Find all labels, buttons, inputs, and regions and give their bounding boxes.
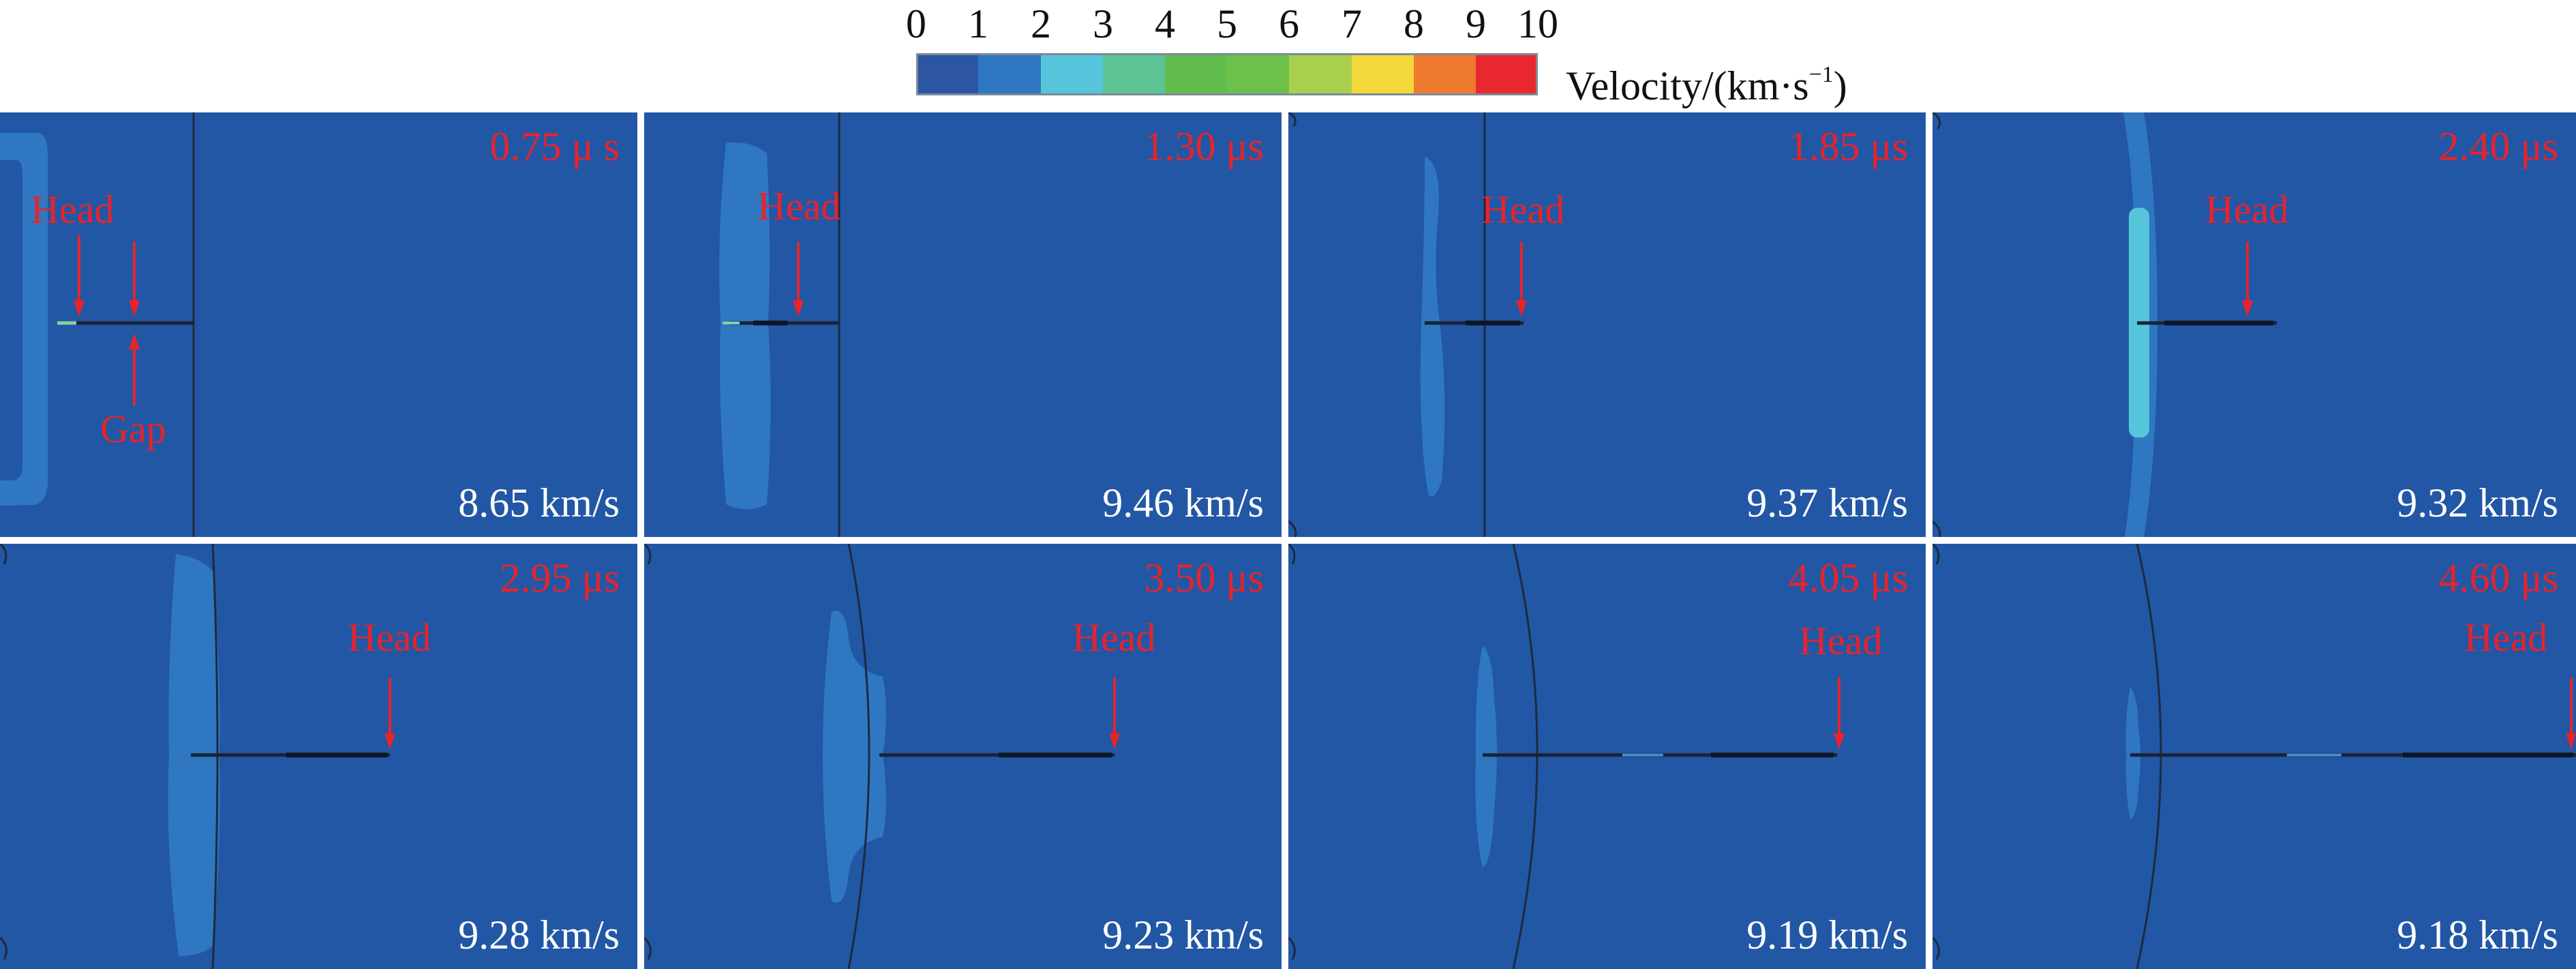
panel-2-time: 1.30 μs	[1144, 124, 1264, 169]
panel-0-75us: 0.75 μ s 8.65 km/s Head Gap	[0, 112, 637, 537]
panel-7-field	[1288, 544, 1837, 969]
panel-4-05us: 4.05 μs 9.19 km/s Head	[1288, 544, 1926, 969]
legend-swatch-2	[1041, 53, 1104, 95]
panel-4-time: 2.40 μs	[2438, 124, 2558, 169]
panel-2-field	[719, 112, 840, 537]
velocity-legend: 0 1 2 3 4 5 6 7 8 9 10 Velocity/(km·s−1)	[0, 0, 2576, 109]
panel-5-field	[0, 544, 390, 969]
legend-swatch-0	[916, 53, 979, 95]
panel-7-time: 4.05 μs	[1788, 555, 1908, 600]
panel-8-velocity: 9.18 km/s	[2397, 912, 2558, 957]
legend-frame	[916, 53, 1538, 95]
legend-swatch-8	[1414, 53, 1476, 95]
legend-swatch-4	[1165, 53, 1228, 95]
legend-swatch-3	[1103, 53, 1166, 95]
panel-1-30us: 1.30 μs 9.46 km/s Head	[644, 112, 1282, 537]
panel-2-40us: 2.40 μs 9.32 km/s Head	[1933, 112, 2576, 537]
panel-1-85us: 1.85 μs 9.37 km/s Head	[1288, 112, 1926, 537]
panel-1-gap-label: Gap	[100, 407, 166, 451]
panel-5-velocity: 9.28 km/s	[458, 912, 620, 957]
legend-swatch-1	[978, 53, 1041, 95]
legend-tick-3: 3	[1093, 1, 1113, 46]
legend-swatch-7	[1352, 53, 1414, 95]
panel-8-head-label: Head	[2464, 615, 2548, 660]
legend-tick-5: 5	[1217, 1, 1237, 46]
panel-4-velocity: 9.32 km/s	[2397, 480, 2558, 525]
panel-6-field	[644, 544, 1115, 969]
legend-title-close: )	[1833, 63, 1847, 108]
panel-6-velocity: 9.23 km/s	[1102, 912, 1264, 957]
legend-title-exponent: −1	[1808, 62, 1834, 87]
panel-7-velocity: 9.19 km/s	[1746, 912, 1908, 957]
panel-3-field	[1288, 112, 1524, 537]
legend-tick-10: 10	[1517, 1, 1558, 46]
legend-title: Velocity/(km·s−1)	[1566, 49, 1847, 112]
panel-7-head-label: Head	[1799, 619, 1883, 663]
panel-1-time: 0.75 μ s	[489, 124, 620, 169]
panel-6-head-label: Head	[1072, 615, 1156, 660]
panel-4-field	[1933, 112, 2277, 537]
panel-1-velocity: 8.65 km/s	[458, 480, 620, 525]
legend-tick-4: 4	[1155, 1, 1175, 46]
panel-3-velocity: 9.37 km/s	[1746, 480, 1908, 525]
panel-2-velocity: 9.46 km/s	[1102, 480, 1264, 525]
panel-1-field	[0, 112, 195, 537]
panel-5-time: 2.95 μs	[500, 555, 620, 600]
legend-tick-6: 6	[1279, 1, 1299, 46]
legend-tick-2: 2	[1031, 1, 1051, 46]
panel-8-time: 4.60 μs	[2438, 555, 2558, 600]
panel-2-95us: 2.95 μs 9.28 km/s Head	[0, 544, 637, 969]
panel-3-head-label: Head	[1481, 187, 1565, 232]
legend-tick-8: 8	[1404, 1, 1424, 46]
legend-swatch-9	[1476, 53, 1538, 95]
panel-4-head-label: Head	[2205, 187, 2289, 232]
legend-swatch-5	[1227, 53, 1290, 95]
panel-3-time: 1.85 μs	[1788, 124, 1908, 169]
legend-tick-1: 1	[968, 1, 988, 46]
panel-2-head-label: Head	[757, 184, 841, 228]
legend-swatch-6	[1289, 53, 1352, 95]
panel-6-time: 3.50 μs	[1144, 555, 1264, 600]
panel-4-60us: 4.60 μs 9.18 km/s Head	[1933, 544, 2576, 969]
legend-tick-9: 9	[1466, 1, 1486, 46]
panel-5-head-label: Head	[348, 615, 431, 660]
legend-tick-7: 7	[1342, 1, 1362, 46]
legend-tick-0: 0	[906, 1, 926, 46]
panel-1-head-label: Head	[31, 187, 115, 232]
panel-3-50us: 3.50 μs 9.23 km/s Head	[644, 544, 1282, 969]
legend-title-text: Velocity/(km·s	[1566, 63, 1809, 108]
panel-8-field	[1933, 544, 2576, 969]
